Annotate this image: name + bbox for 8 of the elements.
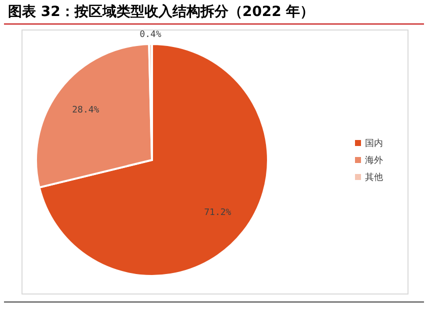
data-label: 71.2% <box>204 208 232 218</box>
legend-label: 国内 <box>365 138 383 150</box>
legend-label: 海外 <box>365 155 383 166</box>
data-label: 0.4% <box>140 30 162 40</box>
data-label: 28.4% <box>72 105 100 116</box>
legend-label: 其他 <box>365 172 383 184</box>
pie-slice <box>38 43 269 277</box>
chart-title: 图表 32：按区域类型收入结构拆分（2022 年） <box>8 4 314 20</box>
